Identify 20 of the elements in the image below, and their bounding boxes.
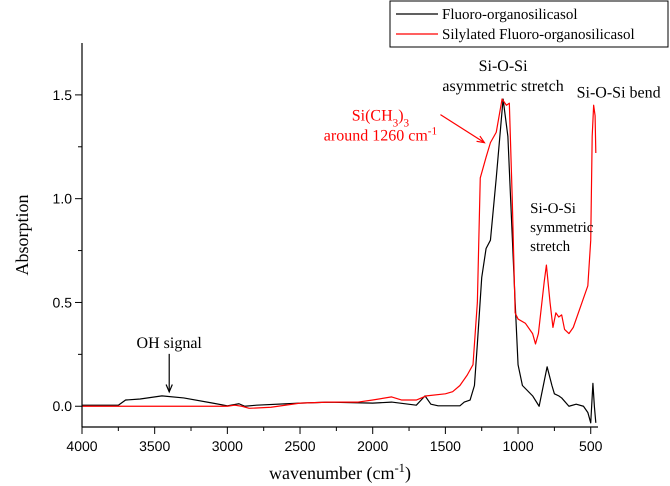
x-tick-label: 1500 xyxy=(430,438,462,454)
annotation: Si-O-Si bend xyxy=(576,84,661,102)
x-tick-label: 1000 xyxy=(502,438,534,454)
x-tick-label: 4000 xyxy=(66,438,98,454)
annotation: Si-O-Si asymmetric stretch xyxy=(442,58,564,96)
x-tick-label: 500 xyxy=(579,438,603,454)
y-tick-label: 1.5 xyxy=(52,86,72,103)
x-tick-label: 2000 xyxy=(357,438,388,454)
x-tick-label: 3000 xyxy=(212,438,244,454)
x-tick-label: 3500 xyxy=(139,438,170,454)
y-axis-title: Absorption xyxy=(12,194,32,276)
y-tick-label: 0.0 xyxy=(52,398,72,414)
annotation: OH signal xyxy=(136,334,202,352)
y-tick-label: 1.0 xyxy=(52,190,72,207)
legend-label: Silylated Fluoro-organosilicasol xyxy=(442,27,635,43)
y-tick-label: 0.5 xyxy=(52,294,72,310)
x-axis-title: wavenumber (cm$^{-1}$) xyxy=(269,461,411,483)
annotation: Si(CH$_{3}$)$_{3}$ around 1260 cm$^{-1}$ xyxy=(324,108,438,145)
legend-label: Fluoro-organosilicasol xyxy=(442,7,578,23)
x-tick-label: 2500 xyxy=(284,438,316,454)
